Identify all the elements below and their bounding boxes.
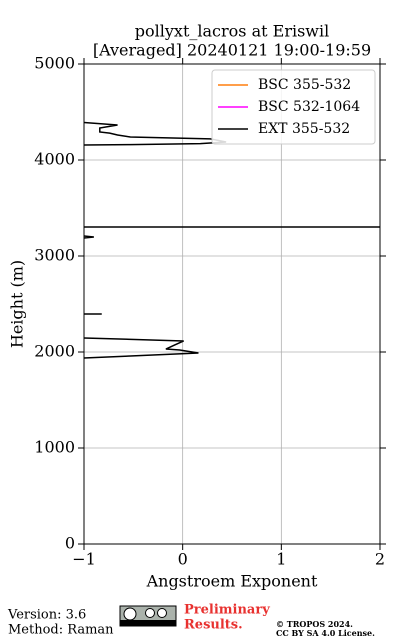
x-tick-label: 1 <box>276 550 286 569</box>
y-tick-label: 0 <box>65 534 75 553</box>
y-tick-label: 4000 <box>34 150 75 169</box>
y-tick-label: 5000 <box>34 54 75 73</box>
license: CC BY SA 4.0 License. <box>276 628 375 638</box>
preliminary: Results. <box>184 618 243 633</box>
y-tick-label: 1000 <box>34 438 75 457</box>
legend-label: BSC 355-532 <box>258 77 351 93</box>
legend-label: BSC 532-1064 <box>258 99 360 115</box>
x-tick-label: 0 <box>178 550 188 569</box>
plot-lines <box>84 121 380 359</box>
legend: BSC 355-532 BSC 532-1064 EXT 355-532 <box>211 69 376 145</box>
license: © TROPOS 2024. <box>276 619 353 629</box>
x-tick-label: 2 <box>375 550 385 569</box>
x-tick-label: −1 <box>72 550 96 569</box>
y-tick-label: 3000 <box>34 246 75 265</box>
plot-frame <box>83 63 381 545</box>
chart-title: pollyxt_lacros at Eriswil <box>135 22 329 41</box>
x-axis-label: Angstroem Exponent <box>146 572 318 591</box>
profile-line <box>84 121 380 359</box>
y-tick-label: 2000 <box>34 342 75 361</box>
legend-box <box>211 69 376 145</box>
chart-subtitle: [Averaged] 20240121 19:00-19:59 <box>93 41 371 60</box>
version: Version: 3.6 <box>7 608 86 623</box>
preliminary: Preliminary <box>184 603 270 618</box>
legend-label: EXT 355-532 <box>258 121 350 137</box>
cc-logo <box>119 605 177 627</box>
y-axis-label: Height (m) <box>8 260 27 348</box>
method: Method: Raman <box>8 623 114 638</box>
